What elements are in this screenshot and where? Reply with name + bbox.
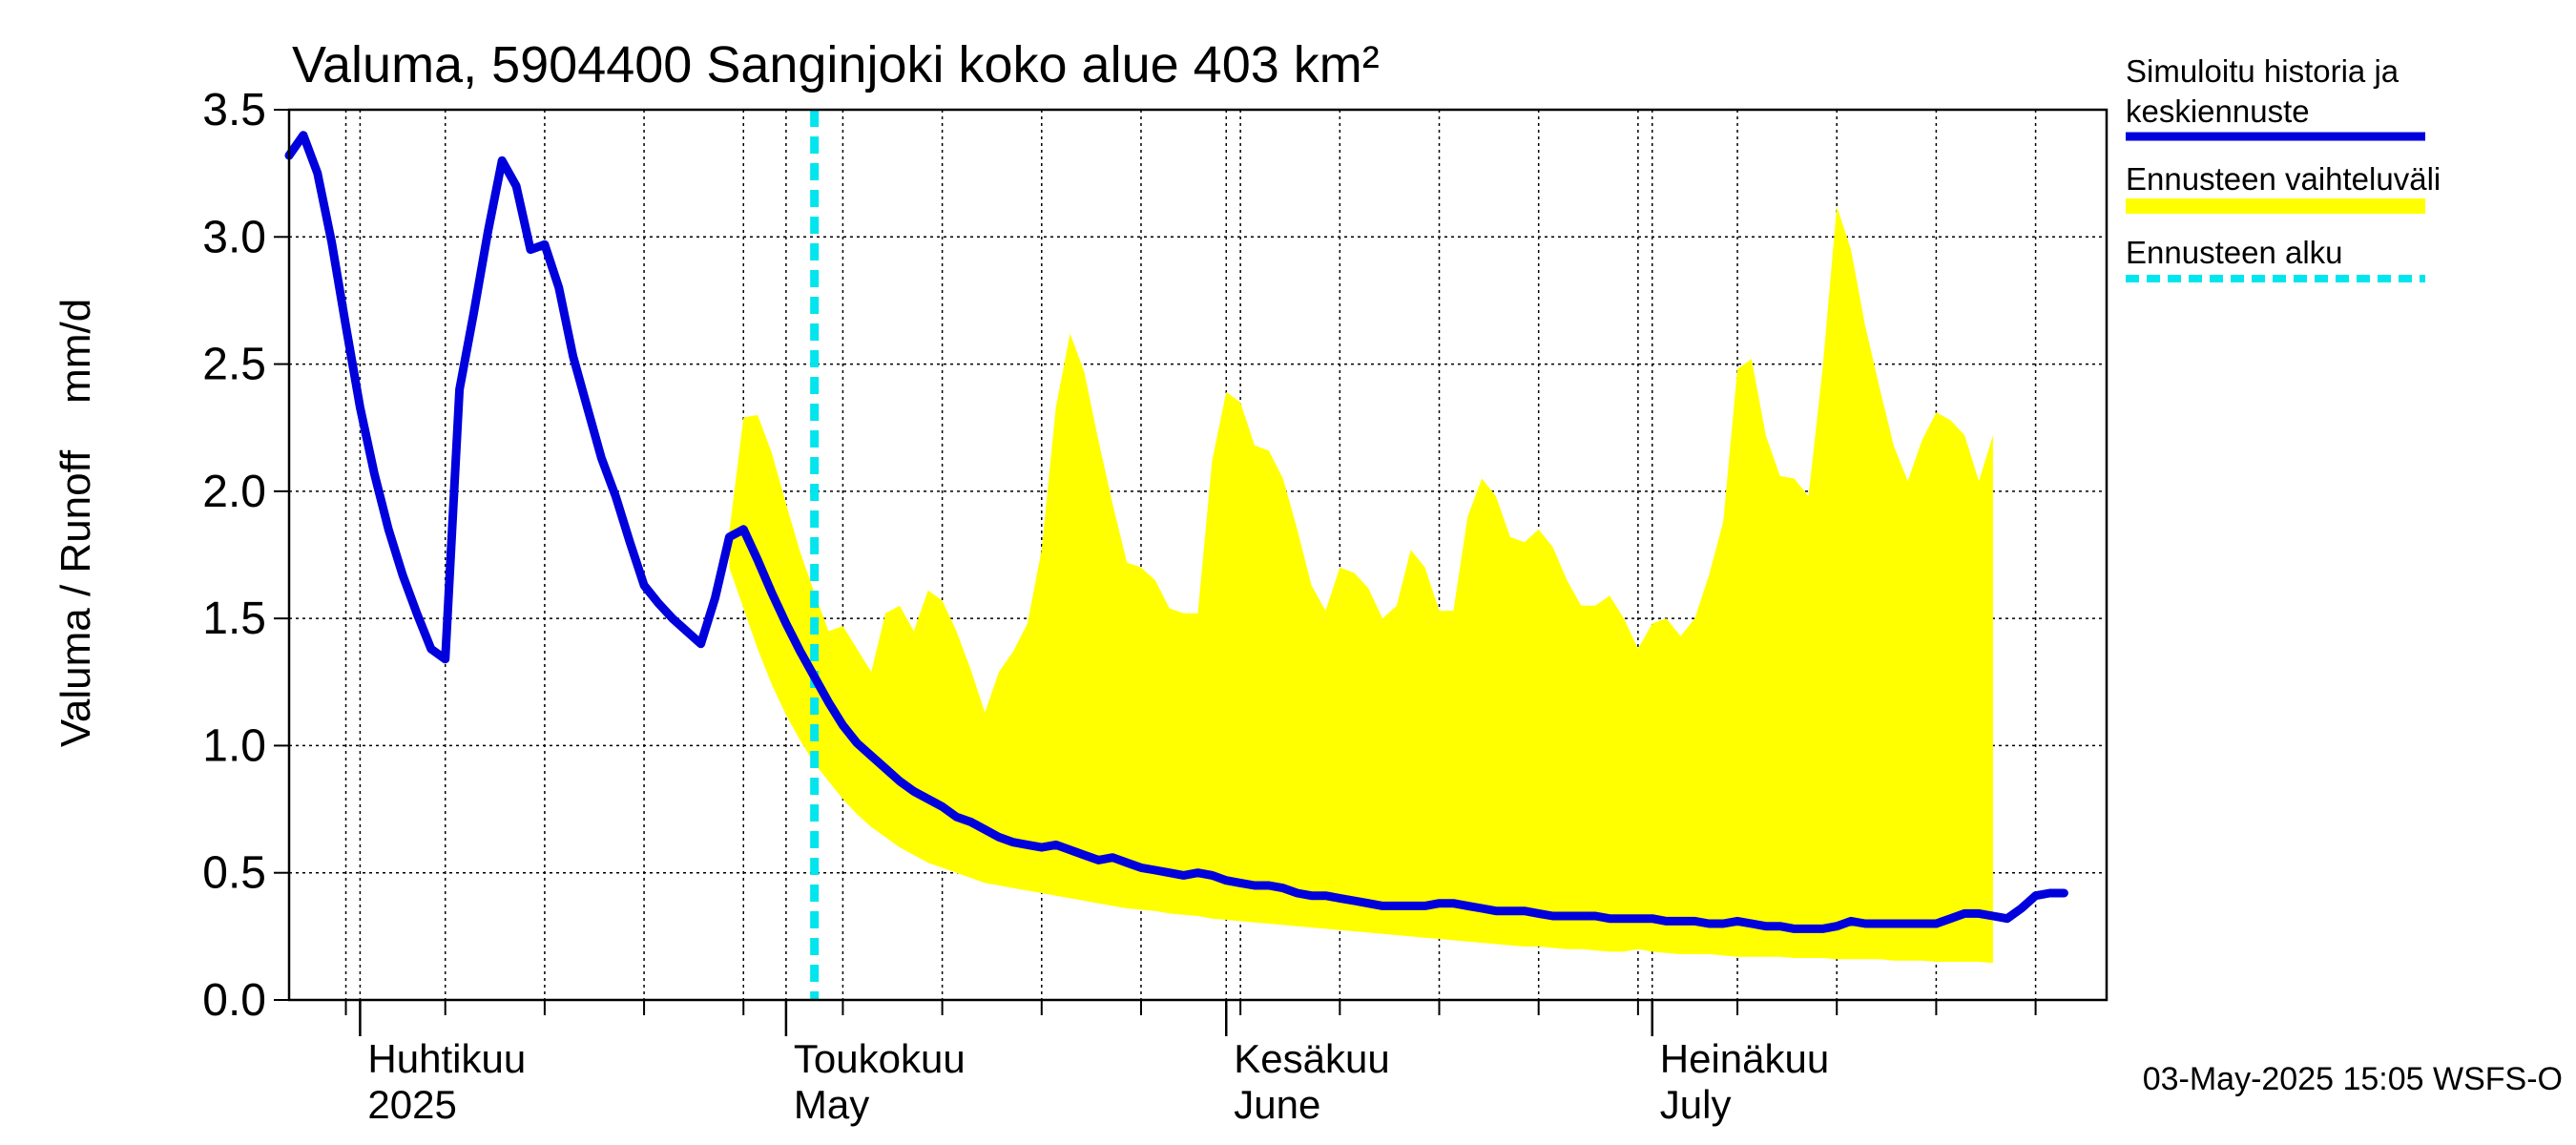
y-tick-label: 0.0	[202, 975, 266, 1026]
month-label-en: May	[794, 1082, 869, 1127]
y-tick-label: 0.5	[202, 848, 266, 899]
y-axis-ticks: 0.0 0.5 1.0 1.5 2.0 2.5 3.0 3.5	[202, 85, 289, 1026]
y-tick-label: 3.5	[202, 85, 266, 135]
chart-title: Valuma, 5904400 Sanginjoki koko alue 403…	[292, 36, 1380, 94]
month-label-en: June	[1234, 1082, 1320, 1127]
legend-label-simulated: Simuloitu historia ja	[2126, 53, 2399, 89]
legend: Simuloitu historia ja keskiennuste Ennuste…	[2126, 53, 2441, 282]
month-label-en: 2025	[367, 1082, 456, 1127]
legend-label-forecast-start: Ennusteen alku	[2126, 235, 2343, 270]
y-tick-label: 1.0	[202, 720, 266, 771]
month-label-fi: Kesäkuu	[1234, 1036, 1389, 1081]
y-tick-label: 2.5	[202, 340, 266, 390]
plot-frame	[287, 108, 2109, 1002]
legend-label-range: Ennusteen vaihteluväli	[2126, 161, 2441, 197]
forecast-range-area	[729, 206, 1993, 964]
month-label-en: July	[1660, 1082, 1732, 1127]
forecast-range-band	[729, 206, 1993, 964]
y-tick-label: 3.0	[202, 212, 266, 262]
footer-timestamp: 03-May-2025 15:05 WSFS-O	[2143, 1061, 2563, 1097]
month-label-fi: Heinäkuu	[1660, 1036, 1829, 1081]
runoff-series	[284, 131, 2068, 933]
y-tick-label: 1.5	[202, 593, 266, 644]
y-tick-label: 2.0	[202, 467, 266, 517]
legend-swatch-range	[2126, 198, 2425, 214]
y-axis-label: Valuma / Runoff mm/d	[52, 299, 99, 747]
month-label-fi: Toukokuu	[794, 1036, 966, 1081]
legend-label-simulated: keskiennuste	[2126, 94, 2310, 129]
month-label-fi: Huhtikuu	[367, 1036, 526, 1081]
runoff-line	[284, 131, 2068, 933]
plot-border	[287, 108, 2109, 1002]
